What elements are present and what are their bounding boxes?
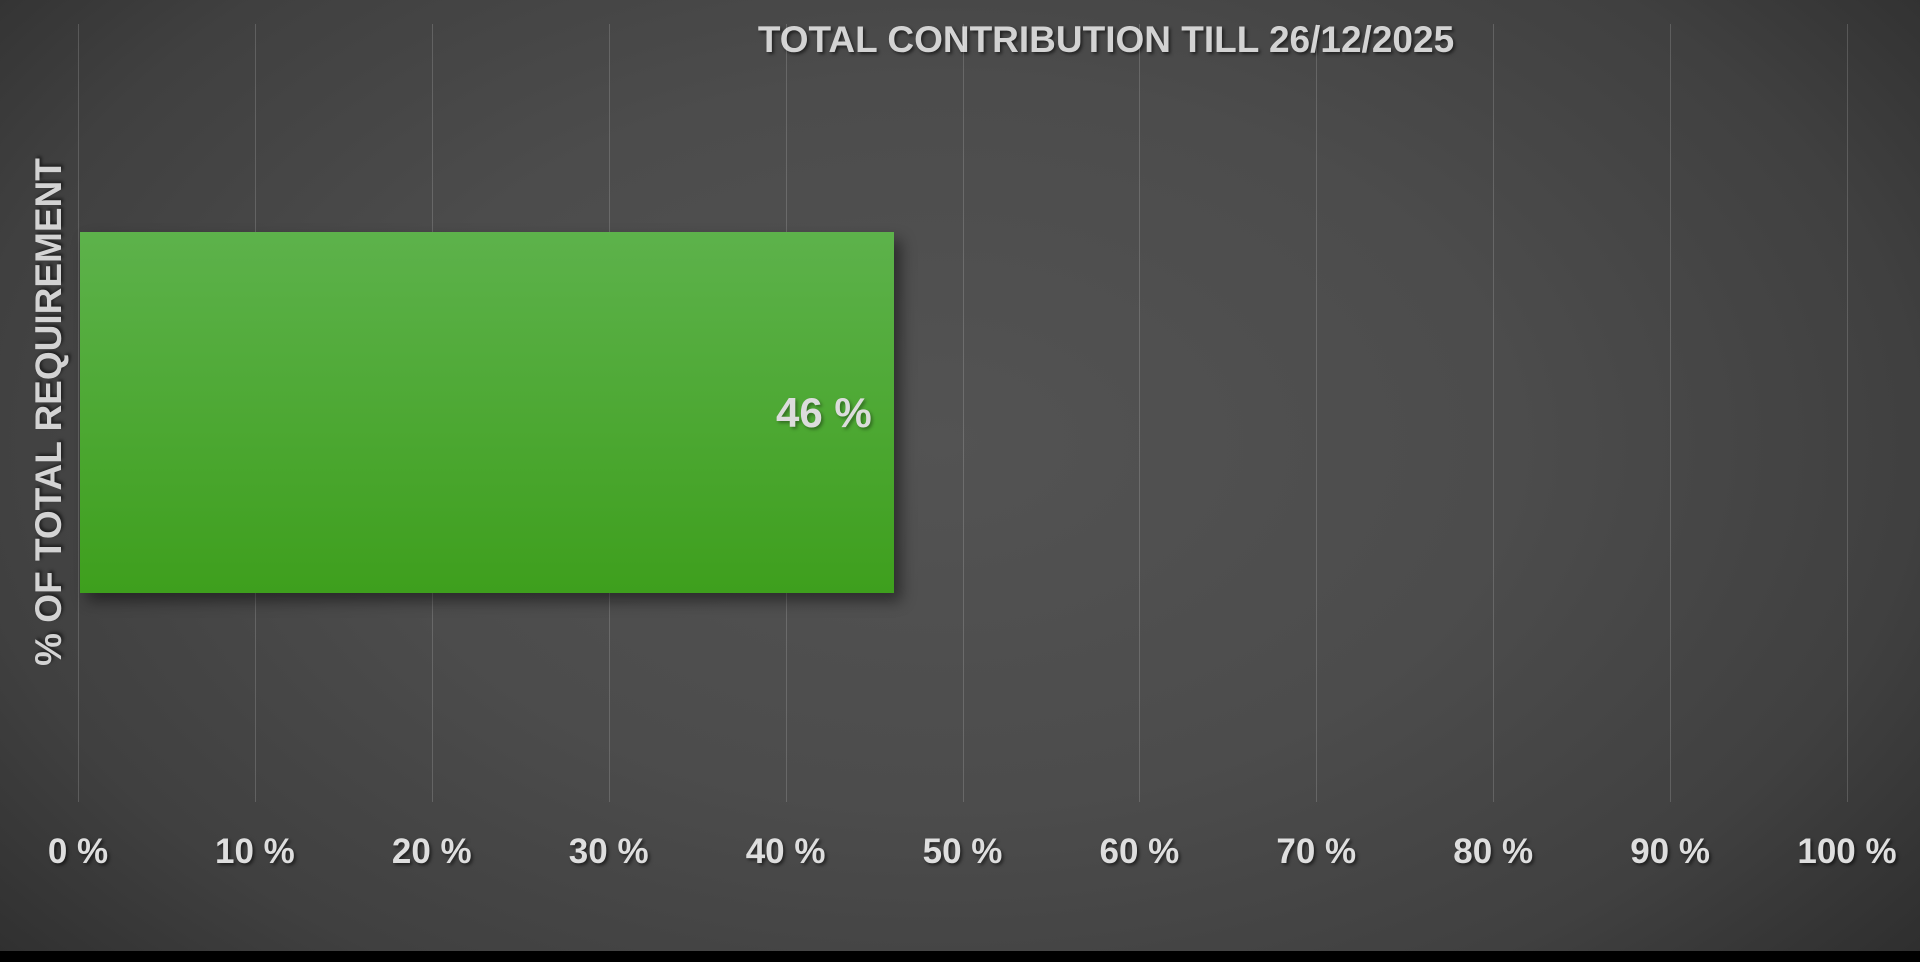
gridline-60 — [1139, 24, 1141, 802]
bottom-strip — [0, 951, 1920, 962]
contribution-bar: 46 % — [80, 232, 894, 593]
bar-value-label: 46 % — [776, 388, 872, 436]
x-tick-label-70: 70 % — [1276, 832, 1357, 871]
x-tick-label-0: 0 % — [47, 832, 109, 871]
x-tick-label-100: 100 % — [1797, 832, 1897, 871]
x-tick-label-40: 40 % — [745, 832, 826, 871]
x-axis: 0 % 10 % 20 % 30 % 40 % 50 % 60 % 70 % 8… — [48, 832, 1897, 882]
x-tick-label-90: 90 % — [1630, 832, 1710, 871]
x-tick-label-80: 80 % — [1453, 832, 1534, 871]
plot-area: 46 % — [78, 24, 1848, 802]
x-tick-label-20: 20 % — [391, 832, 472, 871]
x-tick-label-10: 10 % — [215, 832, 295, 871]
x-tick-label-30: 30 % — [568, 832, 649, 871]
gridline-80 — [1493, 24, 1495, 802]
x-tick-label-50: 50 % — [922, 832, 1003, 871]
gridline-0 — [78, 24, 79, 802]
y-axis-title: % OF TOTAL REQUIREMENT — [28, 158, 69, 666]
chart-title: TOTAL CONTRIBUTION TILL 26/12/2025 — [757, 19, 1455, 60]
gridline-90 — [1670, 24, 1672, 802]
gridline-50 — [962, 24, 964, 802]
x-tick-label-60: 60 % — [1099, 832, 1180, 871]
gridline-100 — [1847, 24, 1848, 802]
gridline-70 — [1316, 24, 1318, 802]
